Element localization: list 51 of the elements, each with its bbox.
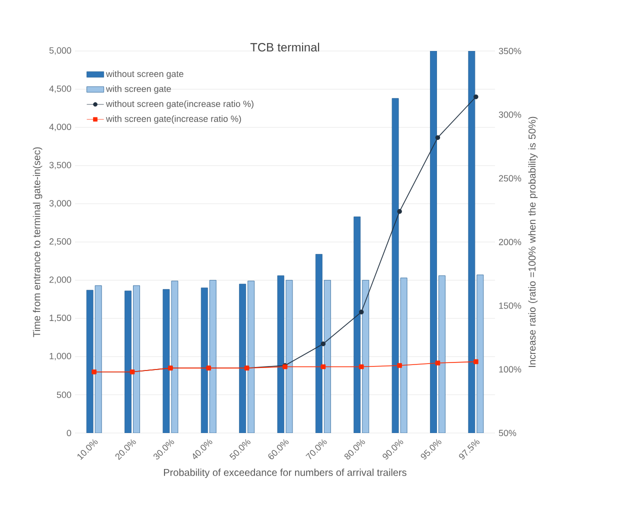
y-tick-label: 1,000 [50, 352, 72, 360]
legend-label: without screen gate(increase ratio %) [106, 100, 254, 109]
bar [209, 280, 216, 433]
point [474, 94, 478, 100]
y-tick-label: 1,500 [50, 314, 72, 322]
y-tick-label: 5,000 [49, 47, 72, 55]
bar [239, 284, 246, 433]
point [358, 310, 364, 314]
legend-label: with screen gate [106, 85, 171, 94]
point [435, 360, 440, 366]
y-tick-label: 3,500 [49, 162, 72, 170]
y2-axis-title: Increase ratio (ratio =100% when the probability is 50%) [528, 116, 538, 367]
bar [438, 275, 446, 433]
bar [476, 274, 484, 433]
y2-tick-label: 350% [498, 48, 522, 54]
y-tick-label: 3,000 [49, 200, 72, 208]
point [358, 364, 364, 370]
bar [124, 290, 132, 433]
y-tick-label: 4,000 [49, 124, 72, 132]
point [320, 341, 326, 346]
legend-label: with screen gate(increase ratio %) [106, 115, 241, 124]
y-axis-title: Time from entrance to terminal gate-in(sec) [32, 147, 42, 338]
bar [324, 280, 331, 433]
point [435, 135, 440, 140]
y2-tick-label: 50% [498, 430, 516, 436]
y-tick-label: 2,000 [49, 276, 72, 284]
chart-title: TCB terminal [250, 42, 320, 52]
bar [94, 285, 102, 433]
y2-tick-label: 100% [499, 366, 522, 373]
y2-tick-label: 150% [499, 302, 522, 309]
point [474, 359, 478, 364]
bar [468, 50, 476, 433]
y-tick-label: 4,500 [49, 85, 72, 93]
x-axis-title: Probability of exceedance for numbers of arrival trailers [164, 468, 406, 478]
point [397, 209, 402, 214]
bar [248, 280, 255, 433]
bar [315, 254, 322, 433]
legend-label: without screen gate [106, 70, 184, 79]
bar [354, 216, 361, 433]
point [397, 363, 402, 368]
y-tick-label: 2,500 [49, 238, 72, 246]
y2-tick-label: 250% [498, 175, 522, 182]
bar [200, 288, 208, 433]
point [320, 364, 326, 370]
y-tick-label: 500 [56, 392, 72, 398]
y-tick-label: 0 [66, 430, 72, 436]
bar [430, 50, 437, 433]
bar [86, 290, 94, 433]
y2-tick-label: 300% [498, 111, 522, 118]
y2-tick-label: 200% [498, 238, 522, 246]
bar [133, 285, 140, 433]
